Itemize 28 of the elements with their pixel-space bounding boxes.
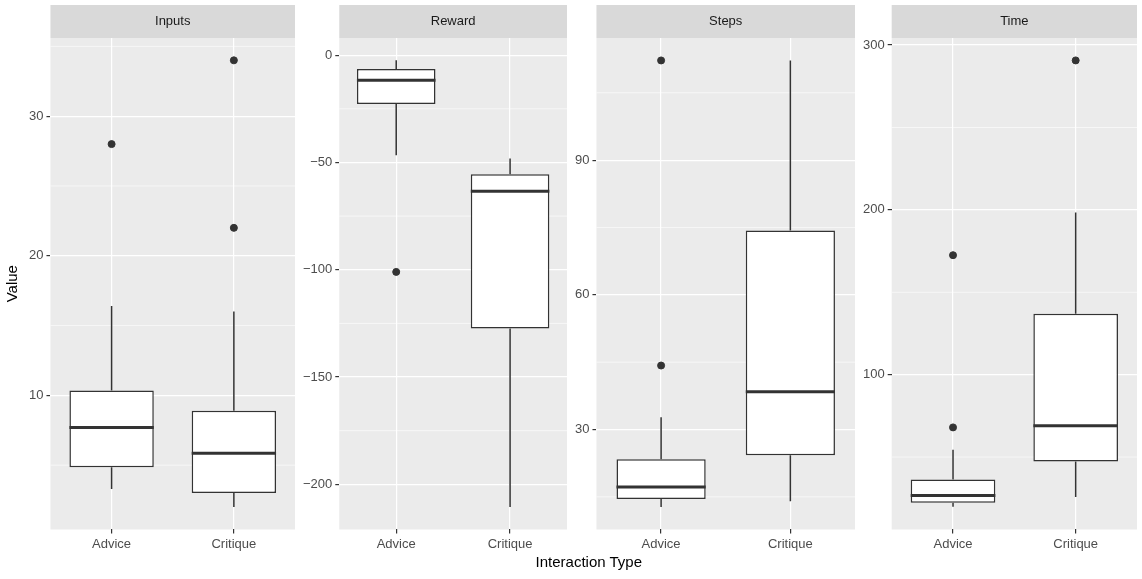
y-tick-label: 20 <box>28 247 44 263</box>
y-tick-label: 0 <box>325 46 333 62</box>
y-axis-title: Value <box>3 265 21 303</box>
y-tick-label: 30 <box>574 421 590 437</box>
x-tick-label: Advice <box>376 535 416 551</box>
y-tick-label: −100 <box>302 261 333 277</box>
y-tick-label: 60 <box>574 286 590 302</box>
x-tick-label: Advice <box>933 535 973 551</box>
y-tick-label: −50 <box>310 154 333 170</box>
chart-title: Reward <box>430 13 476 29</box>
y-tick-label: 300 <box>862 36 885 52</box>
chart-title: Inputs <box>155 13 191 29</box>
x-tick-label: Critique <box>1053 535 1099 551</box>
x-tick-label: Critique <box>767 535 813 551</box>
chart-title: Time <box>1000 13 1029 29</box>
y-tick-label: 100 <box>862 366 885 382</box>
y-tick-label: 200 <box>862 201 885 217</box>
y-tick-label: −200 <box>302 475 333 491</box>
y-tick-label: 90 <box>574 151 590 167</box>
y-tick-label: 30 <box>28 107 44 123</box>
y-tick-label: −150 <box>302 368 333 384</box>
x-tick-label: Advice <box>92 535 132 551</box>
x-tick-label: Critique <box>487 535 533 551</box>
x-tick-label: Critique <box>211 535 257 551</box>
y-tick-label: 10 <box>28 386 44 402</box>
x-axis-title: Interaction Type <box>535 553 642 570</box>
chart-title: Steps <box>709 13 743 29</box>
x-tick-label: Advice <box>641 535 681 551</box>
